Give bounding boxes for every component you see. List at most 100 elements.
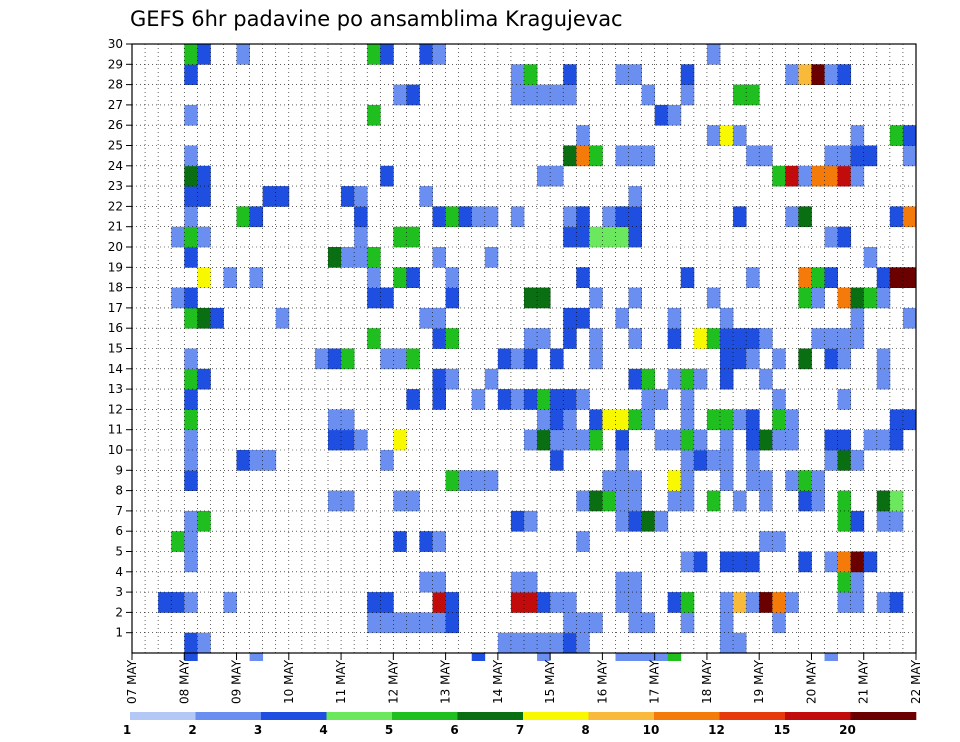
heatmap-cell bbox=[837, 450, 852, 471]
heatmap-cell bbox=[772, 429, 786, 451]
heatmap-cell bbox=[772, 348, 786, 370]
heatmap-cell bbox=[184, 104, 198, 126]
heatmap-cell bbox=[550, 450, 564, 471]
heatmap-cell bbox=[667, 328, 682, 349]
heatmap-cell bbox=[380, 44, 394, 65]
heatmap-cell bbox=[510, 84, 525, 106]
heatmap-cell bbox=[824, 551, 838, 573]
heatmap-cell bbox=[824, 429, 838, 451]
heatmap-cell bbox=[850, 307, 865, 329]
heatmap-cell bbox=[510, 64, 525, 85]
x-tick-label: 14 MAY bbox=[491, 659, 505, 704]
colorbar-label: 12 bbox=[708, 723, 725, 737]
heatmap-cell bbox=[798, 551, 812, 573]
heatmap-cell bbox=[184, 368, 198, 390]
heatmap-cell bbox=[184, 632, 198, 654]
heatmap-cell bbox=[563, 409, 577, 431]
heatmap-cell bbox=[837, 571, 852, 593]
heatmap-cell bbox=[602, 470, 616, 491]
heatmap-cell bbox=[667, 470, 682, 491]
heatmap-cell bbox=[615, 592, 629, 613]
heatmap-cell bbox=[550, 165, 564, 187]
heatmap-cell bbox=[471, 389, 486, 410]
heatmap-cell bbox=[445, 470, 460, 491]
heatmap-cell bbox=[876, 429, 891, 451]
heatmap-cell bbox=[602, 490, 616, 512]
heatmap-cell bbox=[654, 510, 669, 532]
y-tick-label: 3 bbox=[115, 585, 123, 599]
heatmap-cell bbox=[445, 267, 460, 288]
heatmap-cell bbox=[837, 429, 852, 451]
colorbar-swatch bbox=[523, 712, 589, 720]
colorbar-label: 4 bbox=[319, 723, 327, 737]
y-tick-label: 4 bbox=[115, 565, 123, 579]
heatmap-cell bbox=[759, 490, 773, 512]
heatmap-cell bbox=[419, 531, 433, 552]
heatmap-cell bbox=[197, 632, 211, 654]
y-tick-label: 29 bbox=[108, 57, 123, 71]
heatmap-cell bbox=[706, 125, 721, 146]
heatmap-cell bbox=[811, 490, 825, 512]
heatmap-cell bbox=[824, 348, 838, 370]
heatmap-cell bbox=[550, 389, 564, 410]
heatmap-cell bbox=[641, 510, 656, 532]
heatmap-cell bbox=[406, 612, 420, 634]
heatmap-cell bbox=[615, 510, 629, 532]
heatmap-cell bbox=[798, 287, 812, 309]
heatmap-cell bbox=[785, 470, 799, 491]
heatmap-cell bbox=[236, 450, 250, 471]
heatmap-cell bbox=[563, 307, 577, 329]
heatmap-cell bbox=[837, 592, 852, 613]
colorbar-label: 20 bbox=[839, 723, 856, 737]
heatmap-cell bbox=[576, 267, 590, 288]
heatmap-cell bbox=[746, 429, 760, 451]
heatmap-cell bbox=[184, 206, 198, 228]
x-tick-label: 18 MAY bbox=[700, 659, 714, 704]
x-tick-label: 16 MAY bbox=[595, 659, 609, 704]
heatmap-cell bbox=[184, 247, 198, 268]
y-tick-label: 15 bbox=[108, 342, 123, 356]
heatmap-cell bbox=[367, 287, 381, 309]
heatmap-cell bbox=[445, 592, 460, 613]
heatmap-cell bbox=[628, 510, 642, 532]
heatmap-cell bbox=[432, 612, 446, 634]
heatmap-cell bbox=[667, 368, 682, 390]
heatmap-cell bbox=[667, 653, 682, 661]
heatmap-cell bbox=[850, 510, 865, 532]
heatmap-cell bbox=[772, 612, 786, 634]
heatmap-cell bbox=[889, 510, 904, 532]
heatmap-cell bbox=[563, 84, 577, 106]
heatmap-cell bbox=[563, 145, 577, 167]
heatmap-cell bbox=[341, 429, 355, 451]
heatmap-cell bbox=[720, 307, 734, 329]
heatmap-cell bbox=[563, 429, 577, 451]
x-axis: 07 MAY 08 MAY 09 MAY 10 MAY 11 MAY 12 MAY 13 M… bbox=[125, 653, 923, 704]
heatmap-cell bbox=[628, 226, 642, 248]
heatmap-cell bbox=[537, 84, 551, 106]
heatmap-cell bbox=[772, 592, 786, 613]
colorbar-label: 7 bbox=[516, 723, 524, 737]
heatmap-cell bbox=[341, 186, 355, 207]
heatmap-cell bbox=[602, 206, 616, 228]
heatmap-cell bbox=[798, 267, 812, 288]
heatmap-cell bbox=[510, 571, 525, 593]
heatmap-cell bbox=[275, 186, 290, 207]
heatmap-cell bbox=[576, 389, 590, 410]
heatmap-cell bbox=[837, 226, 852, 248]
heatmap-cell bbox=[628, 653, 642, 661]
heatmap-cell bbox=[837, 165, 852, 187]
y-tick-label: 27 bbox=[108, 98, 123, 112]
heatmap-cell bbox=[419, 186, 433, 207]
heatmap-cell bbox=[354, 429, 368, 451]
heatmap-cell bbox=[563, 206, 577, 228]
x-tick-label: 12 MAY bbox=[386, 659, 400, 704]
heatmap-cell bbox=[393, 490, 407, 512]
heatmap-cell bbox=[550, 632, 564, 654]
heatmap-cell bbox=[615, 145, 629, 167]
heatmap-cell bbox=[393, 84, 407, 106]
heatmap-cell bbox=[706, 44, 721, 65]
heatmap-cell bbox=[811, 328, 825, 349]
heatmap-cell bbox=[785, 64, 799, 85]
heatmap-cell bbox=[759, 531, 773, 552]
colorbar-swatch bbox=[785, 712, 851, 720]
